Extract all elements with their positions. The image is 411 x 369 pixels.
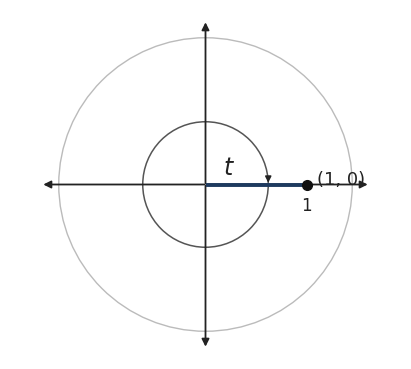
Text: 1: 1 [301, 197, 312, 215]
Text: t: t [223, 156, 232, 180]
Text: (1, 0): (1, 0) [317, 172, 365, 189]
